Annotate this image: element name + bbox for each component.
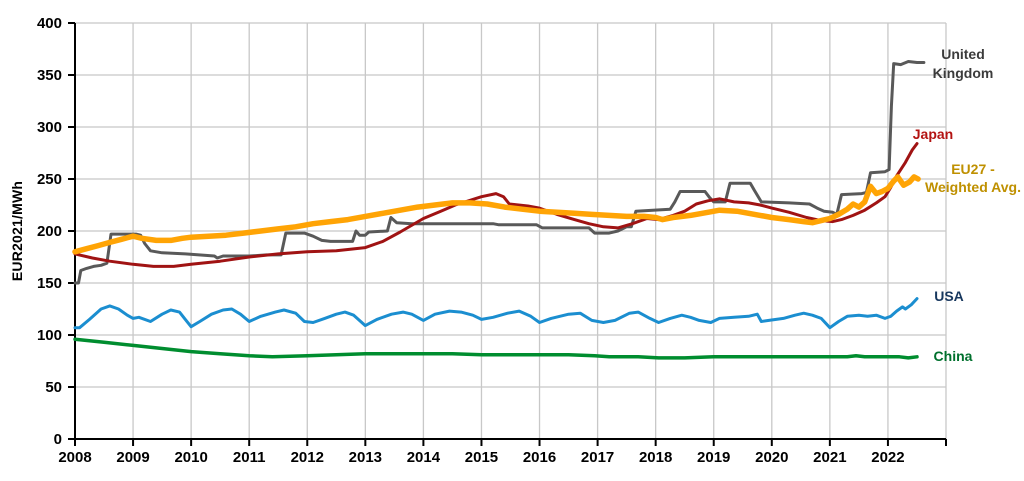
gridlines (74, 22, 947, 440)
series-label-uk: United (941, 46, 985, 62)
series-line-usa (73, 297, 919, 330)
y-axis-title: EUR2021/MWh (9, 181, 25, 281)
y-tick-label: 250 (37, 171, 62, 188)
tick-labels: 0 50 100 150 200 250 300 350 400 2008 2009 2010 2011… (37, 15, 905, 466)
series-line-uk (73, 60, 926, 285)
series-label-eu27: EU27 - (951, 161, 995, 177)
x-tick-label: 2015 (465, 449, 498, 466)
x-tick-label: 2022 (871, 449, 904, 466)
x-tick-label: 2014 (407, 449, 441, 466)
x-tick-label: 2021 (813, 449, 846, 466)
series-lines (72, 60, 926, 360)
series-line-china (73, 337, 919, 360)
series-label-uk: Kingdom (933, 65, 994, 81)
y-tick-label: 150 (37, 275, 62, 292)
series-label-japan: Japan (913, 126, 953, 142)
x-tick-label: 2013 (349, 449, 382, 466)
y-tick-label: 50 (45, 379, 62, 396)
x-tick-label: 2020 (755, 449, 788, 466)
y-tick-label: 300 (37, 119, 62, 136)
x-tick-label: 2016 (523, 449, 556, 466)
x-tick-label: 2011 (233, 449, 266, 466)
series-label-eu27: Weighted Avg. (925, 179, 1021, 195)
x-tick-label: 2019 (697, 449, 730, 466)
y-tick-label: 400 (37, 15, 62, 32)
x-tick-label: 2009 (116, 449, 149, 466)
x-tick-label: 2018 (639, 449, 672, 466)
y-tick-label: 200 (37, 223, 62, 240)
x-tick-label: 2017 (581, 449, 614, 466)
y-tick-label: 100 (37, 327, 62, 344)
y-tick-label: 350 (37, 67, 62, 84)
x-tick-label: 2008 (58, 449, 91, 466)
series-label-china: China (934, 348, 973, 364)
series-line-japan (73, 142, 919, 268)
x-tick-label: 2010 (174, 449, 207, 466)
series-line-eu27 (72, 174, 921, 255)
x-tick-label: 2012 (291, 449, 324, 466)
series-label-usa: USA (934, 288, 964, 304)
axes (68, 22, 947, 446)
series-labels: United Kingdom Japan EU27 - Weighted Avg. USA… (913, 46, 1021, 364)
y-tick-label: 0 (54, 431, 62, 448)
